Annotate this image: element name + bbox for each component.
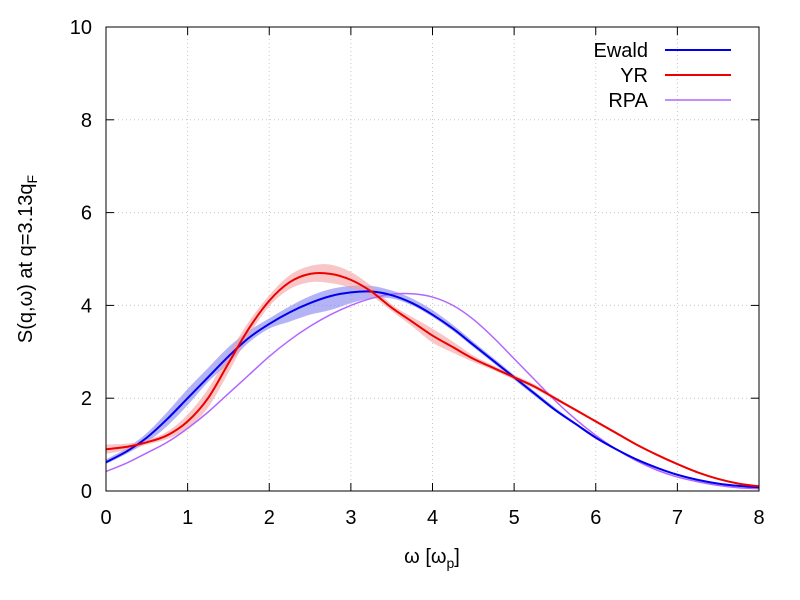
x-axis-label-close: ] [454,546,460,568]
x-tick-label: 2 [264,507,275,529]
legend-label-rpa: RPA [608,90,648,112]
yr-line [105,271,760,488]
y-tick-label: 8 [81,110,92,132]
x-tick-label: 3 [345,507,356,529]
x-tick-label: 4 [427,507,438,529]
y-tick-label: 4 [81,295,92,317]
legend-label-yr: YR [620,65,648,87]
x-tick-label: 6 [590,507,601,529]
y-axis-label-main: S(q,ω) at q=3.13q [15,183,37,343]
series-lines [105,271,760,490]
ewald-line [105,290,760,489]
rpa-line [105,292,760,490]
grid [106,27,759,491]
x-tick-label: 8 [753,507,764,529]
x-tick-label: 5 [509,507,520,529]
y-axis-label-sub: F [24,175,40,184]
y-axis-label: S(q,ω) at q=3.13qF [15,175,40,343]
legend-label-ewald: Ewald [594,40,648,62]
x-axis-label-sub: p [446,555,454,571]
x-tick-label: 7 [672,507,683,529]
y-tick-label: 2 [81,388,92,410]
y-tick-label: 10 [70,17,92,39]
x-axis-label-main: ω [ω [404,546,446,568]
x-tick-label: 0 [100,507,111,529]
y-tick-label: 0 [81,481,92,503]
legend: Ewald YR RPA [594,40,731,112]
x-axis-label: ω [ωp] [404,546,460,571]
y-tick-label: 6 [81,203,92,225]
x-tick-label: 1 [182,507,193,529]
axis-ticks: 0 1 2 3 4 5 6 7 8 0 2 4 6 8 10 [70,17,765,529]
